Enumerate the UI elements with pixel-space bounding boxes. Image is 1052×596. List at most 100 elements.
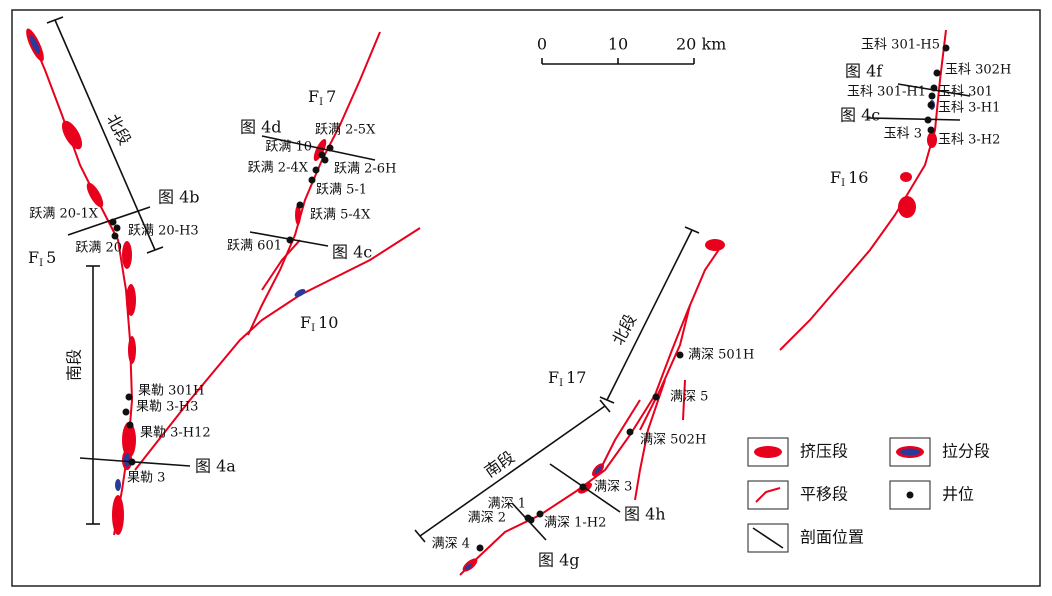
well-label: 跃满 5-4X bbox=[310, 208, 371, 223]
well-dot bbox=[652, 393, 660, 401]
profile-label: 图 4b bbox=[158, 188, 200, 207]
fault-letter: F bbox=[28, 248, 39, 267]
fault-f5 bbox=[27, 29, 134, 536]
well-dot bbox=[476, 544, 484, 552]
well-dot bbox=[326, 144, 334, 152]
well-label: 玉科 301 bbox=[938, 85, 993, 100]
well-label: 跃满 601 bbox=[227, 239, 282, 254]
well-dot bbox=[928, 92, 936, 100]
well-dot bbox=[579, 483, 587, 491]
well-label: 满深 1-H2 bbox=[544, 516, 606, 531]
fault-subscript: I bbox=[311, 323, 315, 334]
well-label: 跃满 20 bbox=[75, 241, 122, 256]
scale-label: 20 km bbox=[676, 35, 726, 54]
well-label: 玉科 301-H1 bbox=[847, 85, 926, 100]
well-dot bbox=[527, 516, 535, 524]
fault-f10 bbox=[134, 227, 421, 471]
scale-bar bbox=[541, 58, 695, 65]
profile-label: 图 4c bbox=[840, 106, 880, 125]
fault-f17 bbox=[459, 244, 723, 576]
fault-label: FI 10 bbox=[300, 313, 338, 334]
well-dot bbox=[125, 393, 133, 401]
fault-branch bbox=[261, 239, 301, 291]
fault-label: FI 17 bbox=[548, 368, 586, 389]
well-label: 满深 5 bbox=[670, 390, 708, 405]
well-dot bbox=[927, 101, 935, 109]
well-dot bbox=[113, 224, 121, 232]
profile-label: 图 4h bbox=[624, 505, 666, 524]
well-label: 满深 2 bbox=[468, 511, 506, 526]
well-label: 满深 502H bbox=[640, 433, 706, 448]
fault-branch bbox=[682, 379, 686, 421]
well-dot bbox=[126, 421, 134, 429]
well-dot bbox=[321, 156, 329, 164]
fault-subscript: I bbox=[559, 378, 563, 389]
well-dot bbox=[626, 428, 634, 436]
profile-label: 图 4a bbox=[195, 457, 236, 476]
well-label: 果勒 3-H12 bbox=[140, 426, 211, 441]
well-label: 玉科 301-H5 bbox=[861, 38, 940, 53]
well-dot bbox=[308, 176, 316, 184]
well-dot bbox=[676, 351, 684, 359]
fault-branch bbox=[599, 399, 641, 471]
fault-label: FI 16 bbox=[830, 168, 868, 189]
scale-label: 10 bbox=[608, 35, 628, 54]
well-dot bbox=[111, 232, 119, 240]
profile-line bbox=[261, 135, 376, 161]
well-label: 玉科 3-H2 bbox=[938, 133, 1000, 148]
scale-label: 0 bbox=[537, 35, 547, 54]
section-label: 南段 bbox=[481, 447, 518, 481]
well-dot bbox=[122, 408, 130, 416]
section-label: 南段 bbox=[65, 349, 84, 381]
fault-branch bbox=[639, 304, 691, 431]
well-dot bbox=[109, 218, 117, 226]
well-dot bbox=[930, 84, 938, 92]
legend-label: 拉分段 bbox=[942, 442, 990, 461]
well-label: 玉科 3 bbox=[884, 127, 922, 142]
well-label: 玉科 302H bbox=[945, 63, 1011, 78]
well-label: 跃满 5-1 bbox=[316, 183, 367, 198]
legend-label: 平移段 bbox=[800, 485, 848, 504]
fault-subscript: I bbox=[319, 97, 323, 108]
well-dot bbox=[536, 510, 544, 518]
legend-label: 挤压段 bbox=[800, 442, 848, 461]
fault-letter: F bbox=[300, 313, 311, 332]
profile-label: 图 4c bbox=[332, 243, 372, 262]
legend-label: 井位 bbox=[942, 485, 974, 504]
well-label: 跃满 2-5X bbox=[315, 123, 376, 138]
fault-number: 16 bbox=[848, 168, 868, 187]
profile-label: 图 4g bbox=[538, 551, 580, 570]
well-dot bbox=[286, 236, 294, 244]
well-dot bbox=[296, 201, 304, 209]
well-label: 果勒 301H bbox=[138, 384, 204, 399]
profile-line bbox=[67, 206, 151, 236]
well-dot bbox=[933, 69, 941, 77]
well-label: 玉科 3-H1 bbox=[938, 101, 1000, 116]
well-dot bbox=[927, 126, 935, 134]
fault-traces bbox=[26, 28, 947, 576]
compression-lenses bbox=[26, 28, 937, 572]
well-label: 满深 501H bbox=[688, 348, 754, 363]
well-label: 果勒 3-H3 bbox=[136, 400, 198, 415]
pullapart-lenses bbox=[29, 35, 935, 570]
well-label: 满深 1 bbox=[488, 497, 526, 512]
fault-subscript: I bbox=[841, 178, 845, 189]
fault-subscript: I bbox=[39, 258, 43, 269]
fault-f7 bbox=[247, 31, 381, 336]
well-label: 跃满 10 bbox=[265, 140, 312, 155]
well-label: 满深 4 bbox=[432, 537, 470, 552]
profile-line bbox=[867, 117, 961, 121]
well-label: 果勒 3 bbox=[127, 471, 165, 486]
well-label: 跃满 2-6H bbox=[334, 162, 396, 177]
well-label: 跃满 20-1X bbox=[29, 207, 98, 222]
profile-label: 图 4d bbox=[240, 118, 282, 137]
fault-number: 5 bbox=[46, 248, 56, 267]
fault-letter: F bbox=[548, 368, 559, 387]
fault-letter: F bbox=[308, 87, 319, 106]
fault-label: FI 7 bbox=[308, 87, 336, 108]
well-dot bbox=[942, 44, 950, 52]
well-label: 跃满 20-H3 bbox=[128, 224, 199, 239]
fault-branch bbox=[634, 379, 666, 501]
fault-number: 17 bbox=[566, 368, 586, 387]
map-frame bbox=[11, 9, 1041, 587]
